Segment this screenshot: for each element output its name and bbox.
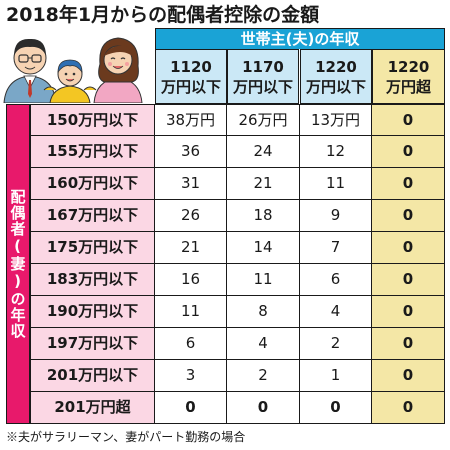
column-header-unit: 万円以下	[160, 77, 221, 96]
column-header-unit: 万円以下	[305, 77, 366, 96]
table-cell: 0	[372, 136, 445, 168]
table-cell: 1	[300, 360, 372, 392]
table-cell: 11	[227, 264, 300, 296]
table-cell: 6	[300, 264, 372, 296]
column-header-amount: 1220	[315, 57, 357, 76]
table-cell: 0	[372, 328, 445, 360]
row-label: 167万円以下	[30, 200, 155, 232]
column-header-3: 1220 万円以下	[300, 49, 372, 104]
table-cell: 0	[372, 392, 445, 424]
table-cell: 0	[372, 360, 445, 392]
footnote: ※夫がサラリーマン、妻がパート勤務の場合	[6, 430, 246, 444]
row-label: 183万円以下	[30, 264, 155, 296]
table-cell: 16	[155, 264, 227, 296]
table-cell: 0	[372, 232, 445, 264]
table-cell: 26万円	[227, 104, 300, 136]
table-cell: 14	[227, 232, 300, 264]
table-cell: 2	[227, 360, 300, 392]
table-cell: 4	[300, 296, 372, 328]
table-cell: 9	[300, 200, 372, 232]
table-cell: 6	[155, 328, 227, 360]
table-cell: 21	[227, 168, 300, 200]
mother-figure	[93, 37, 143, 103]
column-header-amount: 1170	[242, 57, 284, 76]
column-header-2: 1170 万円以下	[227, 49, 299, 104]
family-illustration	[0, 28, 150, 103]
table-cell: 3	[155, 360, 227, 392]
table-cell: 0	[300, 392, 372, 424]
table-cell: 0	[372, 264, 445, 296]
father-figure	[3, 38, 57, 103]
table-cell: 8	[227, 296, 300, 328]
row-label: 190万円以下	[30, 296, 155, 328]
header-group-label: 世帯主(夫)の年収	[155, 28, 445, 49]
table-cell: 31	[155, 168, 227, 200]
column-header-amount: 1220	[387, 57, 430, 76]
row-label: 201万円超	[30, 392, 155, 424]
table-cell: 26	[155, 200, 227, 232]
table-cell: 0	[227, 392, 300, 424]
column-header-amount: 1120	[170, 57, 212, 76]
table-cell: 4	[227, 328, 300, 360]
column-header-4: 1220 万円超	[372, 49, 445, 104]
page-title: 2018年1月からの配偶者控除の金額	[6, 4, 320, 26]
column-header-unit: 万円以下	[232, 77, 293, 96]
table-cell: 13万円	[300, 104, 372, 136]
table-cell: 24	[227, 136, 300, 168]
table-cell: 0	[372, 296, 445, 328]
table-cell: 38万円	[155, 104, 227, 136]
child-figure	[43, 59, 97, 103]
row-label: 201万円以下	[30, 360, 155, 392]
table-cell: 36	[155, 136, 227, 168]
table-cell: 0	[372, 168, 445, 200]
table-cell: 21	[155, 232, 227, 264]
row-label: 175万円以下	[30, 232, 155, 264]
table-cell: 11	[300, 168, 372, 200]
column-header-unit: 万円超	[385, 77, 431, 96]
table-cell: 0	[155, 392, 227, 424]
row-label: 160万円以下	[30, 168, 155, 200]
column-header-1: 1120 万円以下	[155, 49, 227, 104]
table-cell: 12	[300, 136, 372, 168]
table-cell: 18	[227, 200, 300, 232]
row-label: 197万円以下	[30, 328, 155, 360]
row-label: 155万円以下	[30, 136, 155, 168]
table-cell: 0	[372, 200, 445, 232]
row-group-label: 配偶者(妻)の年収	[6, 104, 30, 424]
row-label: 150万円以下	[30, 104, 155, 136]
table-cell: 0	[372, 104, 445, 136]
table-cell: 7	[300, 232, 372, 264]
table-cell: 11	[155, 296, 227, 328]
table-cell: 2	[300, 328, 372, 360]
